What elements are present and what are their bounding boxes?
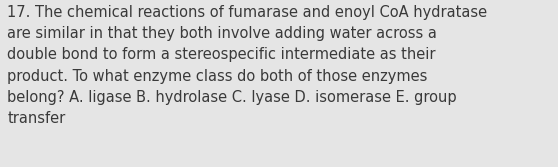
Text: 17. The chemical reactions of fumarase and enoyl CoA hydratase
are similar in th: 17. The chemical reactions of fumarase a… (7, 5, 487, 126)
